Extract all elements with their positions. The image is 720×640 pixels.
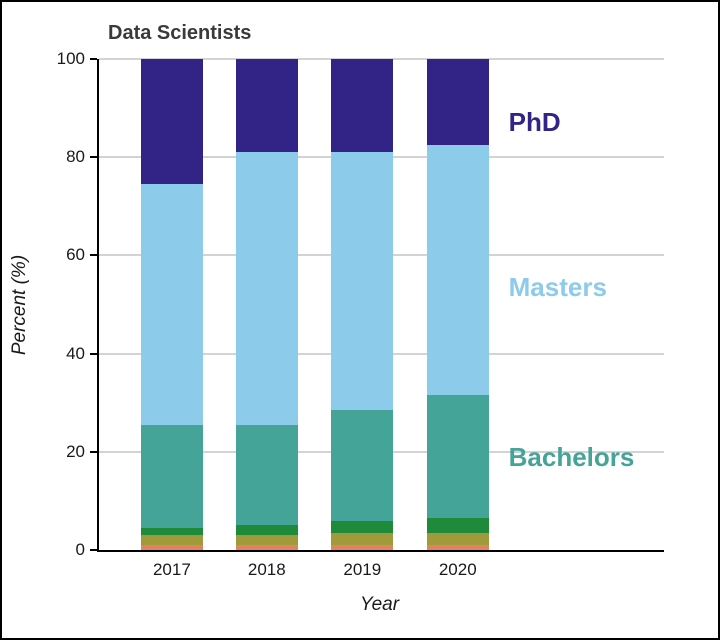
bar-segment-2019-orange-segment xyxy=(331,545,394,550)
series-label-bachelors: Bachelors xyxy=(508,441,635,472)
y-tick-label-100: 100 xyxy=(56,49,85,68)
y-tick-mark xyxy=(90,156,97,159)
x-tick-label-2018: 2018 xyxy=(247,560,286,579)
bar-segment-2018-Bachelors xyxy=(235,424,298,526)
bar-segment-2020-olive-segment xyxy=(426,532,489,546)
bar-segment-2018-olive-segment xyxy=(235,535,298,546)
bar-segment-2020-Masters xyxy=(426,144,489,396)
stacked-bar-2019 xyxy=(331,59,394,550)
y-tick-mark xyxy=(90,450,97,453)
bar-segment-2020-orange-segment xyxy=(426,545,489,550)
bar-segment-2019-PhD xyxy=(331,59,394,153)
bar-segment-2018-orange-segment xyxy=(235,545,298,550)
x-tick-label-2020: 2020 xyxy=(438,560,477,579)
bar-segment-2017-Masters xyxy=(140,184,203,425)
bar-segment-2020-PhD xyxy=(426,59,489,145)
gridline-y-100 xyxy=(99,58,664,60)
stacked-bar-2017 xyxy=(140,59,203,550)
bar-segment-2018-PhD xyxy=(235,59,298,153)
y-axis-label: Percent (%) xyxy=(9,254,30,356)
series-label-phd: PhD xyxy=(508,107,561,138)
bar-segment-2017-PhD xyxy=(140,59,203,185)
bar-segment-2020-Bachelors xyxy=(426,395,489,519)
bar-segment-2019-Masters xyxy=(331,152,394,411)
y-tick-label-60: 60 xyxy=(66,245,85,265)
series-label-masters: Masters xyxy=(508,272,607,303)
bar-segment-2018-green-segment xyxy=(235,525,298,536)
bar-segment-2019-olive-segment xyxy=(331,532,394,546)
y-tick-label-20: 20 xyxy=(66,441,85,461)
y-tick-mark xyxy=(90,352,97,355)
bar-segment-2017-Bachelors xyxy=(140,424,203,528)
bar-segment-2019-green-segment xyxy=(331,520,394,533)
y-tick-label-80: 80 xyxy=(66,147,85,167)
y-tick-mark xyxy=(90,549,97,551)
y-tick-label-0: 0 xyxy=(75,540,85,559)
bar-segment-2019-Bachelors xyxy=(331,410,394,521)
y-tick-mark xyxy=(90,58,97,60)
bar-segment-2017-green-segment xyxy=(140,527,203,536)
x-tick-label-2017: 2017 xyxy=(152,560,191,579)
plot-area: 0 20 40 60 80 100 2017 2018 2019 2020 PhD Masters Ba… xyxy=(57,49,664,579)
y-tick-mark xyxy=(90,254,97,257)
x-tick-label-2019: 2019 xyxy=(343,560,382,579)
y-tick-label-40: 40 xyxy=(66,343,85,363)
bar-segment-2020-green-segment xyxy=(426,518,489,533)
bar-segment-2017-orange-segment xyxy=(140,545,203,550)
stacked-bar-2020 xyxy=(426,59,489,550)
bar-segment-2018-Masters xyxy=(235,152,298,425)
x-axis-label: Year xyxy=(359,594,400,615)
bar-segment-2017-olive-segment xyxy=(140,535,203,546)
stacked-bar-2018 xyxy=(235,59,298,550)
chart-title: Data Scientists xyxy=(108,22,252,44)
